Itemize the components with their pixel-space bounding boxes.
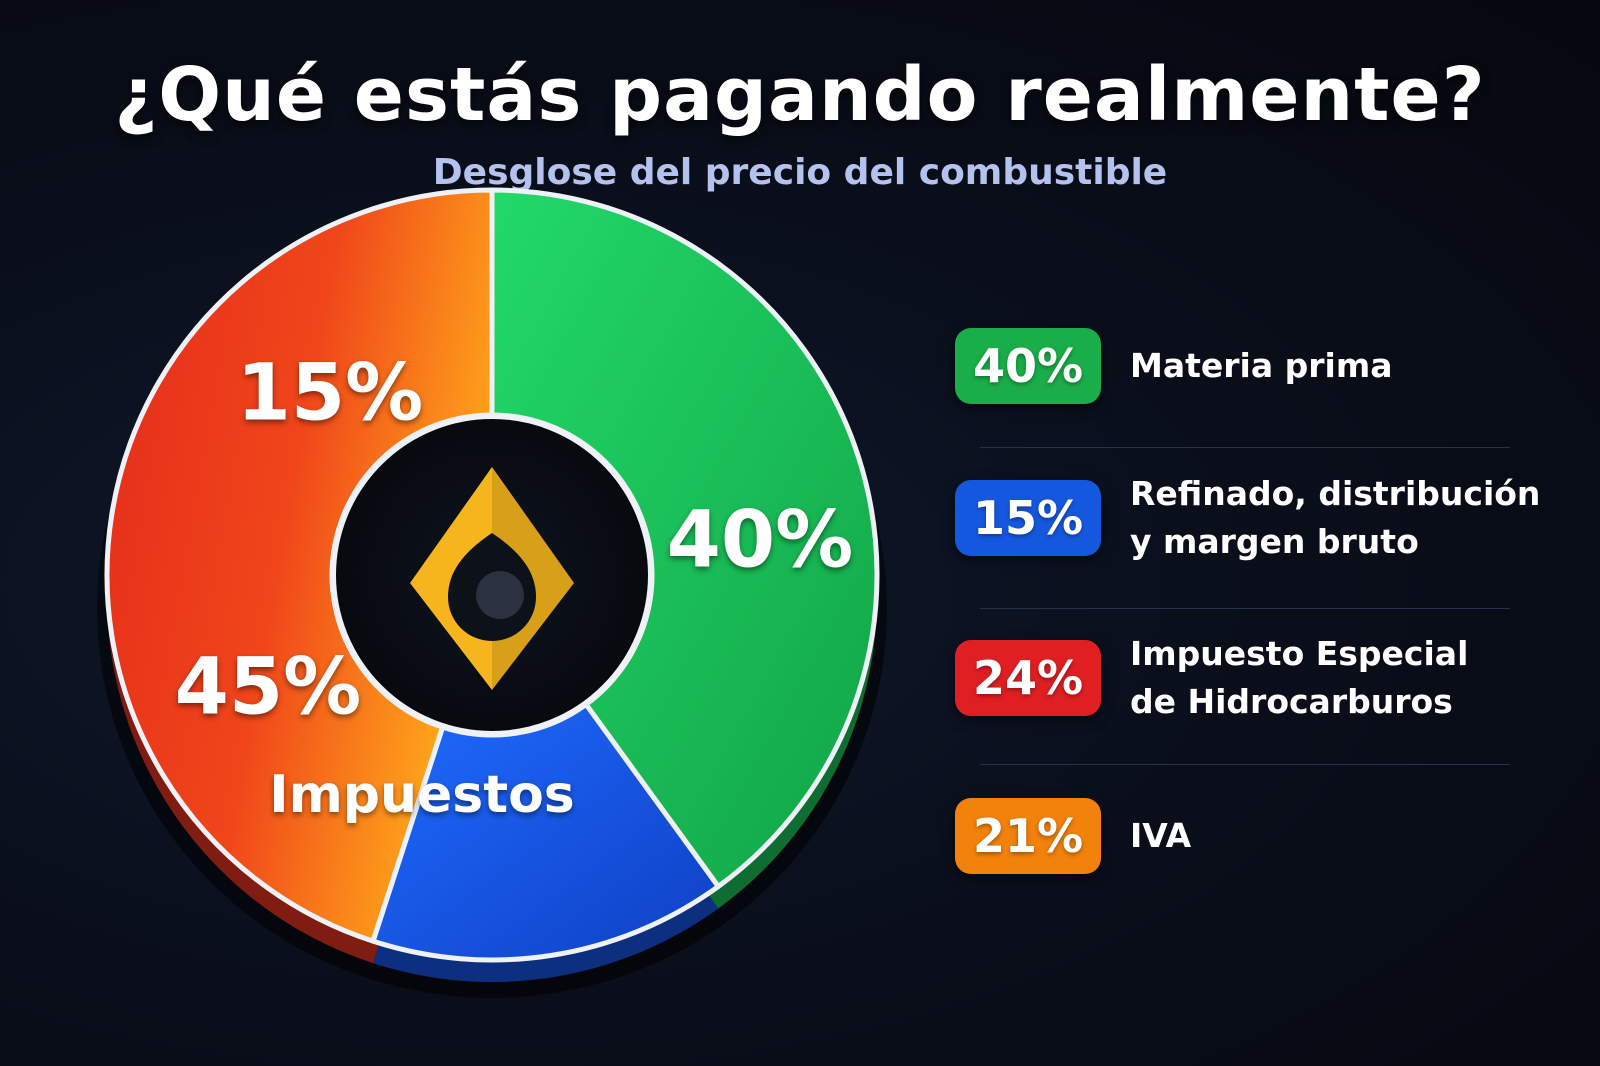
legend-badge: 40% — [955, 328, 1101, 404]
legend-divider — [980, 764, 1510, 765]
legend-badge: 15% — [955, 480, 1101, 556]
legend-item-materia-prima: 40% Materia prima — [955, 324, 1515, 408]
legend-label: IVA — [1130, 816, 1192, 855]
legend-divider — [980, 608, 1510, 609]
slice-label-impuestos: 45% — [175, 642, 362, 732]
legend-item-refinado: 15% Refinado, distribución y margen bruto — [955, 474, 1540, 561]
slice-label-materia-prima: 40% — [667, 495, 854, 585]
slice-label-refinado-distribucion-y-margen-bruto: 15% — [237, 348, 424, 438]
legend-label: Materia prima — [1130, 346, 1393, 385]
page-subtitle: Desglose del precio del combustible — [432, 152, 1168, 193]
legend-badge: 24% — [955, 640, 1101, 716]
slice-annotation-impuestos: Impuestos — [269, 765, 575, 825]
legend-label: Impuesto Especial de Hidrocarburos — [1130, 634, 1469, 721]
page-title: ¿Qué estás pagando realmente? — [114, 52, 1486, 138]
legend-item-impuesto-especial: 24% Impuesto Especial de Hidrocarburos — [955, 634, 1515, 721]
fuel-drop-diamond-icon — [410, 467, 574, 690]
legend-label: Refinado, distribución y margen bruto — [1130, 474, 1541, 561]
legend-item-iva: 21% IVA — [955, 794, 1515, 878]
legend-badge: 21% — [955, 798, 1101, 874]
legend-divider — [980, 447, 1510, 448]
